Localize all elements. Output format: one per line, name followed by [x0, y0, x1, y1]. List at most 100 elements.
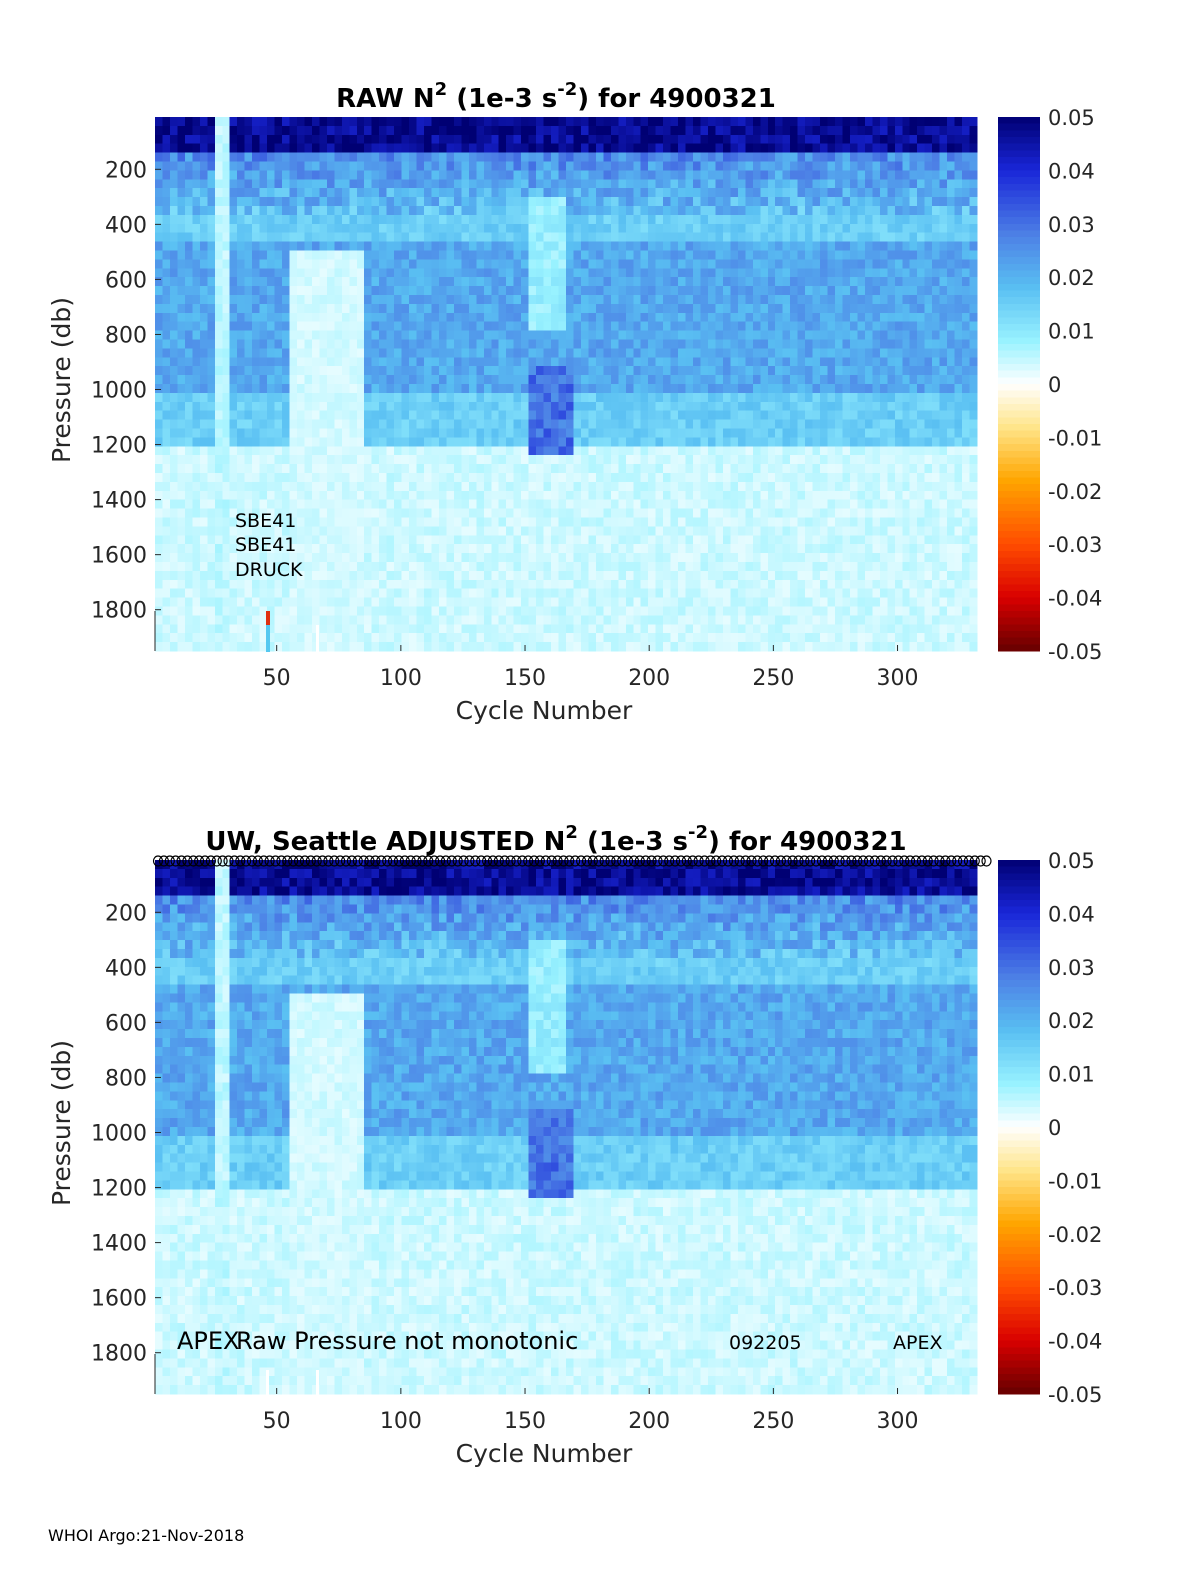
profile-marker [787, 855, 798, 867]
profile-marker [887, 855, 898, 867]
y-axis-label: Pressure (db) [47, 297, 76, 463]
profile-marker [429, 855, 440, 867]
title-part-title-sup: 2 [435, 79, 448, 100]
y-tick-label: 600 [105, 1011, 147, 1036]
profile-marker [158, 855, 169, 867]
profile-marker [611, 855, 622, 867]
profile-marker [264, 855, 275, 867]
profile-marker [681, 855, 692, 867]
colorbar [998, 860, 1040, 1395]
profile-marker [816, 855, 828, 867]
profile-marker [775, 855, 787, 867]
profile-marker [916, 855, 928, 867]
profile-marker [329, 855, 340, 867]
profile-marker [188, 855, 199, 867]
profile-marker [358, 855, 369, 867]
profile-marker [728, 855, 740, 867]
profile-marker [464, 855, 475, 867]
sensor-annotation: SBE41 [235, 510, 296, 532]
y-axis-label: Pressure (db) [47, 1040, 76, 1206]
sensor-change-marker [316, 625, 319, 652]
profile-marker [340, 855, 352, 867]
profile-marker [758, 855, 769, 867]
profile-marker [523, 855, 534, 867]
colorbar-tick-label: -0.02 [1048, 480, 1102, 504]
profile-marker [217, 855, 228, 867]
y-tick-label: 1800 [91, 599, 147, 624]
title-part-title-units: (1e-3 s [578, 827, 688, 857]
profile-marker [617, 855, 628, 867]
heatmap-image [155, 117, 978, 652]
x-tick-label: 150 [504, 1409, 546, 1434]
profile-marker [352, 855, 363, 867]
y-tick-label: 600 [105, 268, 147, 293]
profile-marker [675, 855, 687, 867]
profile-marker [687, 855, 698, 867]
x-tick-label: 300 [877, 1409, 919, 1434]
sensor-change-marker [266, 625, 270, 652]
colorbar-tick-label: -0.02 [1048, 1223, 1102, 1247]
colorbar-tick-label: 0.01 [1048, 1063, 1095, 1087]
profile-marker [975, 855, 986, 867]
x-tick-label: 150 [504, 666, 546, 691]
title-part-title-units-sup: -2 [688, 822, 708, 843]
colorbar-tick-label: 0.03 [1048, 213, 1095, 237]
profile-marker [752, 855, 763, 867]
profile-marker [575, 855, 587, 867]
sensor-change-marker [316, 1370, 319, 1396]
sensor-change-marker [266, 1370, 269, 1396]
title-part-title-units: (1e-3 s [447, 84, 557, 114]
x-tick-label: 100 [380, 1409, 422, 1434]
profile-marker [810, 855, 822, 867]
profile-marker [482, 855, 493, 867]
x-axis-label: Cycle Number [456, 1439, 633, 1468]
profile-marker [346, 855, 357, 867]
profile-marker [511, 855, 522, 867]
heatmap-image [155, 860, 978, 1395]
profile-marker [470, 855, 481, 867]
x-tick-label: 300 [877, 666, 919, 691]
profile-marker [634, 855, 645, 867]
profile-marker [963, 855, 975, 867]
profile-marker [734, 855, 745, 867]
colorbar-tick-label: 0.04 [1048, 902, 1095, 926]
panel-1: 50 100 150 200 250 300 200 400 600 800 1000 1200 140… [47, 79, 1102, 725]
y-tick-label: 1400 [91, 489, 147, 514]
y-tick-label: 800 [105, 1066, 147, 1091]
profile-marker [152, 855, 164, 867]
profile-marker [252, 855, 263, 867]
profile-marker [176, 855, 187, 867]
colorbar-tick-label: 0.01 [1048, 320, 1095, 344]
profile-marker [423, 855, 434, 867]
profile-marker [405, 855, 416, 867]
profile-marker [869, 855, 881, 867]
profile-marker [669, 855, 681, 867]
profile-marker [628, 855, 640, 867]
profile-marker [599, 855, 610, 867]
title-part-title-sup: 2 [565, 822, 578, 843]
profile-marker [846, 855, 857, 867]
title-part-title-main: UW, Seattle ADJUSTED N [205, 827, 565, 857]
profile-marker [852, 855, 863, 867]
profile-marker [834, 855, 845, 867]
profile-marker [564, 855, 575, 867]
profile-marker [293, 855, 305, 867]
panel2-annotation: APEX [177, 1327, 240, 1355]
colorbar-tick-label: 0.02 [1048, 266, 1095, 290]
profile-marker-row [152, 855, 992, 867]
profile-marker [910, 855, 922, 867]
colorbar-tick-label: 0.05 [1048, 106, 1095, 130]
profile-marker [928, 855, 939, 867]
colorbar-tick-label: -0.03 [1048, 1276, 1102, 1300]
profile-marker [705, 855, 716, 867]
colorbar-tick-label: 0.02 [1048, 1009, 1095, 1033]
colorbar-tick-label: -0.05 [1048, 640, 1102, 664]
title-part-title-tail: ) for 4900321 [577, 84, 776, 114]
profile-marker [957, 855, 969, 867]
profile-marker [199, 855, 211, 867]
profile-marker [476, 855, 487, 867]
footer-credit: WHOI Argo:21-Nov-2018 [48, 1526, 245, 1545]
x-tick-label: 50 [263, 1409, 291, 1434]
profile-marker [587, 855, 598, 867]
profile-marker [164, 855, 175, 867]
